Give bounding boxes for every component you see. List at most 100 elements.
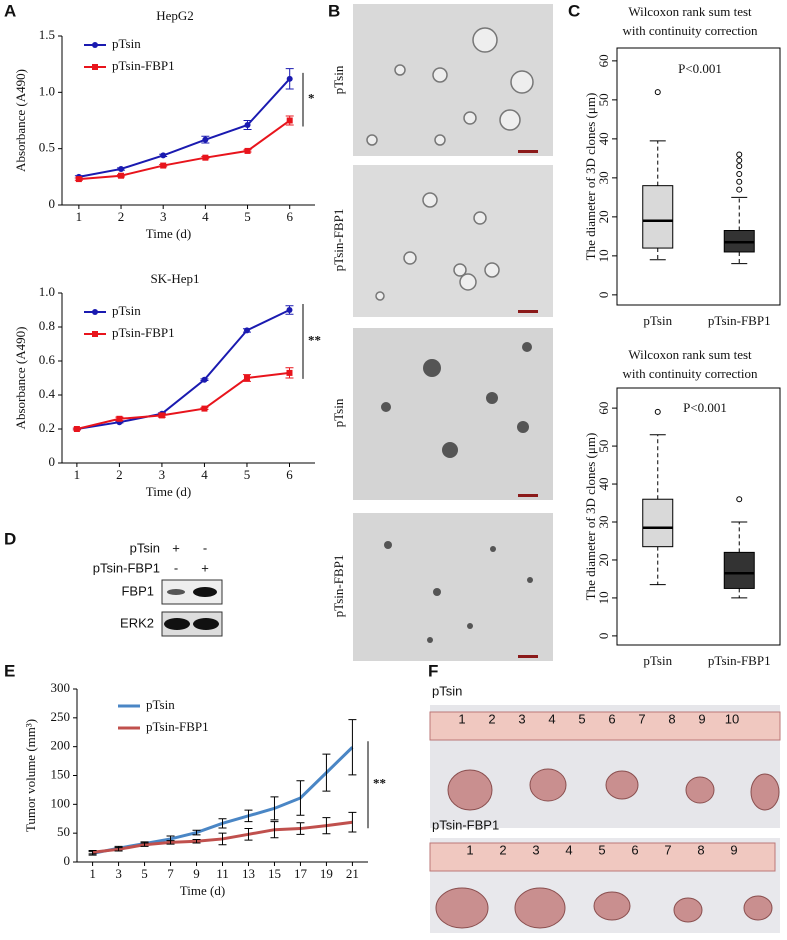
x-tick-label: 1 xyxy=(76,209,83,224)
lane-mark: + xyxy=(172,540,180,555)
box xyxy=(642,185,674,249)
x-tick-label: 11 xyxy=(216,866,229,881)
ruler-number: 9 xyxy=(698,711,705,726)
y-tick-label: 1.5 xyxy=(39,27,55,42)
colonies xyxy=(381,342,533,643)
ruler-number: 2 xyxy=(499,842,506,857)
marker xyxy=(73,426,80,432)
lane-mark: - xyxy=(203,540,207,555)
legend-label: pTsin xyxy=(112,36,141,51)
y-tick-label: 60 xyxy=(596,402,611,415)
x-tick-label: 21 xyxy=(346,866,359,881)
error-bar xyxy=(88,849,97,855)
y-tick-label: 0.6 xyxy=(39,352,56,367)
ruler xyxy=(429,842,776,872)
legend-swatch xyxy=(92,42,98,48)
outlier xyxy=(736,151,743,158)
x-tick-label: 2 xyxy=(118,209,125,224)
panel-letter: E xyxy=(4,661,15,680)
tumor-photos xyxy=(429,705,781,933)
x-tick-label: 17 xyxy=(294,866,308,881)
x-tick-label: pTsin xyxy=(643,653,672,668)
row-label: pTsin xyxy=(130,540,160,555)
ruler-number: 5 xyxy=(598,842,605,857)
error-bar xyxy=(166,840,175,845)
chart-title: with continuity correction xyxy=(622,23,758,38)
error-bar xyxy=(218,832,227,846)
y-tick-label: 0 xyxy=(596,292,611,299)
x-tick-label: 5 xyxy=(244,209,251,224)
significance-mark: ** xyxy=(308,332,321,347)
significance-mark: * xyxy=(308,91,315,106)
series-line xyxy=(76,371,290,430)
chart-title: Wilcoxon rank sum test xyxy=(628,4,752,19)
lane-mark: + xyxy=(201,560,209,575)
series-line xyxy=(76,309,290,430)
marker xyxy=(116,415,123,422)
ruler xyxy=(429,711,781,741)
y-tick-label: 0 xyxy=(49,196,56,211)
legend-label: pTsin-FBP1 xyxy=(112,325,175,340)
y-tick-label: 10 xyxy=(596,591,611,604)
error-bar xyxy=(296,822,305,835)
outlier xyxy=(736,163,743,170)
outlier xyxy=(736,178,743,185)
error-bar xyxy=(296,780,305,816)
outlier xyxy=(654,89,661,96)
x-tick-label: 2 xyxy=(116,467,123,482)
annotation: P<0.001 xyxy=(683,400,727,415)
x-tick-label: 3 xyxy=(160,209,167,224)
marker xyxy=(160,162,167,169)
row-label: pTsin-FBP1 xyxy=(93,560,160,575)
marker xyxy=(201,405,208,412)
y-tick-label: 30 xyxy=(596,516,611,529)
marker xyxy=(118,165,125,172)
x-tick-label: 9 xyxy=(193,866,200,881)
scale-bars xyxy=(518,150,538,658)
panel-letter: B xyxy=(328,1,340,20)
ruler-number: 4 xyxy=(548,711,555,726)
y-tick-label: 0.5 xyxy=(39,140,55,155)
marker xyxy=(201,376,208,383)
error-bar xyxy=(270,796,279,821)
marker xyxy=(243,327,250,334)
marker xyxy=(244,147,251,154)
y-axis-title: The diameter of 3D clones (μm) xyxy=(583,93,598,261)
x-tick-label: 5 xyxy=(244,467,251,482)
series-line xyxy=(78,78,291,178)
y-axis-title: Tumor volume (mm³) xyxy=(23,719,38,832)
x-axis-title: Time (d) xyxy=(146,484,191,499)
marker xyxy=(202,136,209,143)
error-bar xyxy=(244,828,253,841)
marker xyxy=(244,122,251,129)
error-bar xyxy=(218,818,227,829)
x-tick-label: 19 xyxy=(320,866,333,881)
y-tick-label: 1.0 xyxy=(39,83,55,98)
photo-label: pTsin-FBP1 xyxy=(432,817,499,832)
x-tick-label: 6 xyxy=(286,209,293,224)
legend-swatch xyxy=(92,331,98,337)
outlier xyxy=(736,157,743,164)
legend-swatch xyxy=(92,64,98,70)
ruler-number: 6 xyxy=(608,711,615,726)
marker xyxy=(202,154,209,161)
western-blot xyxy=(161,579,223,637)
significance-mark: ** xyxy=(373,776,386,791)
ruler-number: 7 xyxy=(638,711,645,726)
x-tick-label: pTsin-FBP1 xyxy=(708,313,771,328)
y-tick-label: 0 xyxy=(49,454,56,469)
y-tick-label: 50 xyxy=(57,824,70,839)
ruler-number: 1 xyxy=(458,711,465,726)
outlier xyxy=(654,408,661,415)
y-tick-label: 50 xyxy=(596,440,611,453)
error-bar xyxy=(348,719,357,776)
band xyxy=(167,589,185,595)
error-bar xyxy=(192,839,201,844)
ruler-number: 6 xyxy=(631,842,638,857)
y-tick-label: 40 xyxy=(596,478,611,491)
micrograph-images xyxy=(353,4,553,661)
legend-label: pTsin-FBP1 xyxy=(112,58,175,73)
marker xyxy=(286,75,293,82)
band xyxy=(164,618,190,630)
x-tick-label: 13 xyxy=(242,866,255,881)
